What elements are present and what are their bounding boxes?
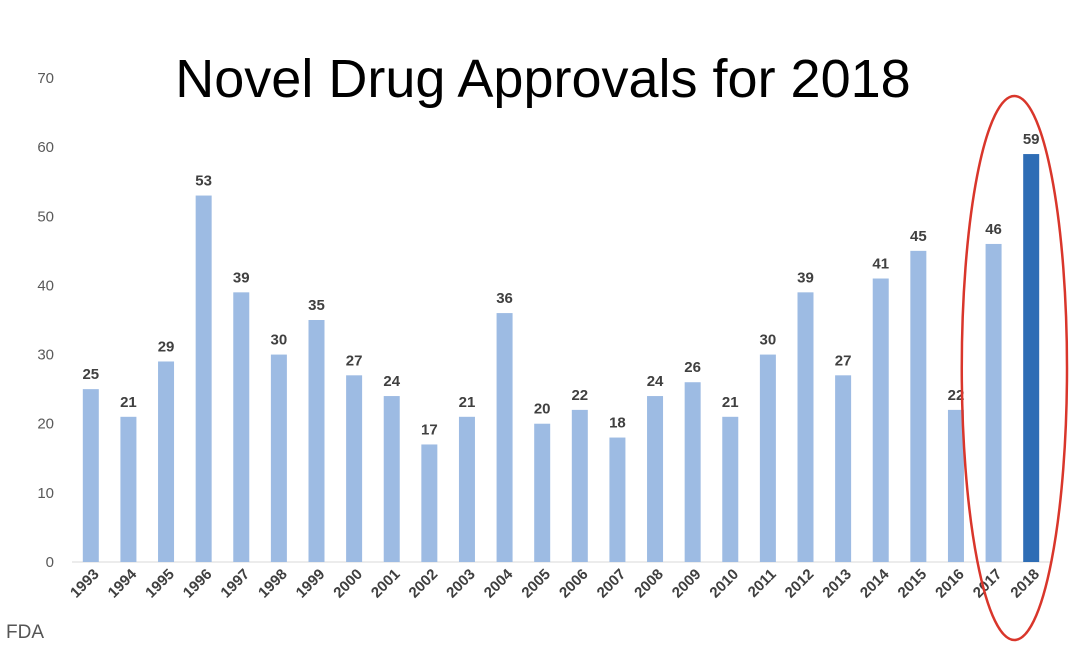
- bar: [383, 396, 400, 562]
- bar: [647, 396, 664, 562]
- y-tick-label: 40: [37, 277, 54, 294]
- bar: [195, 195, 212, 563]
- data-labels: 25 21 29 53 39 30 35 27 24 17 21 36 20 22 18 24 26 21 30 39…: [82, 131, 1039, 438]
- x-axis: 1993 1994 1995 1996 1997 1998 1999 2000 2001 2002…: [67, 565, 1043, 601]
- data-label: 20: [534, 401, 551, 418]
- x-tick-label: 2009: [669, 566, 705, 602]
- data-label: 36: [496, 290, 513, 307]
- bar: [872, 278, 889, 562]
- bar: [158, 361, 175, 562]
- x-tick-label: 2003: [443, 566, 479, 602]
- x-tick-label: 1994: [105, 565, 141, 601]
- data-label: 41: [872, 256, 889, 273]
- data-label: 21: [722, 394, 739, 411]
- x-tick-label: 2013: [819, 566, 855, 602]
- bar: [797, 292, 814, 562]
- data-label: 30: [271, 332, 288, 349]
- bar: [233, 292, 250, 562]
- data-label: 27: [346, 352, 363, 369]
- x-tick-label: 2011: [745, 566, 780, 601]
- bar: [985, 243, 1002, 562]
- bar: [609, 437, 626, 562]
- data-label: 21: [120, 394, 137, 411]
- data-label: 25: [82, 366, 99, 383]
- bar: [1023, 154, 1040, 563]
- data-label: 24: [647, 373, 664, 390]
- y-tick-label: 30: [37, 347, 54, 364]
- bar: [270, 354, 287, 562]
- bar: [82, 389, 99, 562]
- x-tick-label: 2001: [368, 566, 404, 602]
- x-tick-label: 2010: [706, 566, 742, 602]
- bar: [346, 375, 363, 562]
- data-label: 21: [459, 394, 476, 411]
- data-label: 45: [910, 228, 927, 245]
- x-tick-label: 1993: [67, 566, 103, 602]
- data-label: 53: [195, 173, 212, 190]
- annotation: [960, 94, 1069, 642]
- bar: [571, 409, 588, 562]
- x-tick-label: 2000: [330, 566, 366, 602]
- bar: [759, 354, 776, 562]
- bar: [458, 416, 475, 562]
- data-label: 27: [835, 352, 852, 369]
- data-label: 17: [421, 421, 438, 438]
- y-tick-label: 60: [37, 139, 54, 156]
- source-label: FDA: [6, 622, 44, 643]
- highlight-ellipse: [960, 94, 1069, 642]
- x-tick-label: 2007: [594, 566, 630, 602]
- x-tick-label: 2017: [970, 566, 1006, 602]
- x-tick-label: 2018: [1007, 566, 1043, 602]
- bars: [82, 154, 1040, 563]
- bar: [684, 382, 701, 562]
- y-tick-label: 10: [37, 485, 54, 502]
- x-tick-label: 2005: [518, 566, 554, 602]
- x-tick-label: 2016: [932, 566, 968, 602]
- data-label: 59: [1023, 131, 1040, 148]
- chart-title: Novel Drug Approvals for 2018: [175, 49, 910, 109]
- bar: [421, 444, 438, 562]
- x-tick-label: 2015: [895, 566, 931, 602]
- y-tick-label: 0: [46, 554, 54, 571]
- x-tick-label: 1998: [255, 566, 291, 602]
- x-tick-label: 2012: [782, 566, 818, 602]
- x-tick-label: 2014: [857, 565, 893, 601]
- data-label: 39: [233, 269, 250, 286]
- bar: [308, 320, 325, 562]
- y-tick-label: 70: [37, 70, 54, 87]
- bar: [534, 423, 551, 562]
- data-label: 30: [760, 332, 777, 349]
- x-tick-label: 2004: [481, 565, 517, 601]
- x-tick-label: 1997: [217, 566, 253, 602]
- bar: [496, 313, 513, 562]
- x-tick-label: 2002: [406, 566, 442, 602]
- data-label: 35: [308, 297, 325, 314]
- data-label: 39: [797, 269, 814, 286]
- y-tick-label: 50: [37, 208, 54, 225]
- bar: [947, 409, 964, 562]
- data-label: 29: [158, 338, 175, 355]
- data-label: 18: [609, 415, 626, 432]
- x-tick-label: 1995: [142, 566, 178, 602]
- x-tick-label: 2006: [556, 566, 592, 602]
- bar: [835, 375, 852, 562]
- data-label: 22: [571, 387, 588, 404]
- data-label: 46: [985, 221, 1002, 238]
- x-tick-label: 2008: [631, 566, 667, 602]
- x-tick-label: 1996: [180, 566, 216, 602]
- data-label: 26: [684, 359, 701, 376]
- bar: [722, 416, 739, 562]
- x-tick-label: 1999: [293, 566, 329, 602]
- y-tick-label: 20: [37, 416, 54, 433]
- bar: [910, 250, 927, 562]
- data-label: 22: [948, 387, 965, 404]
- data-label: 24: [383, 373, 400, 390]
- bar: [120, 416, 137, 562]
